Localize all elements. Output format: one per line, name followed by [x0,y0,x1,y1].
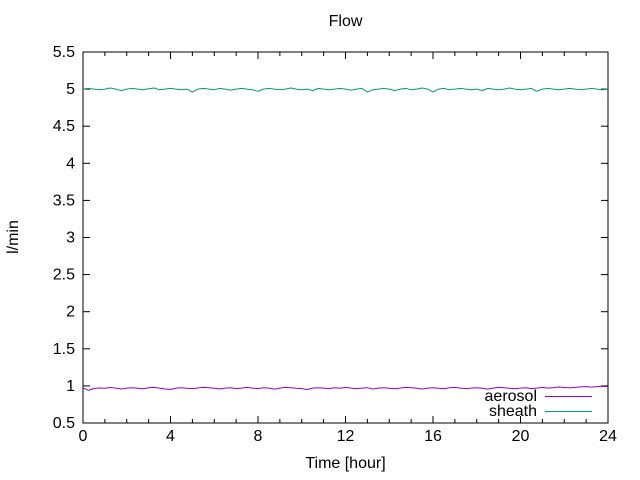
y-tick-label: 2 [66,304,75,321]
y-tick-label: 1.5 [53,341,75,358]
y-tick-label: 4 [66,155,75,172]
x-tick-label: 0 [79,428,88,445]
x-tick-label: 16 [424,428,442,445]
x-axis-label: Time [hour] [305,455,386,472]
legend-line-sample-sheath [545,411,592,412]
legend-line-sample-aerosol [545,396,592,397]
legend-item-aerosol: aerosol [380,388,592,405]
x-tick-label: 12 [337,428,355,445]
y-tick-label: 0.5 [53,415,75,432]
series-line-aerosol [82,385,609,391]
y-tick-label: 5 [66,81,75,98]
x-tick-label: 4 [166,428,175,445]
chart-title: Flow [328,13,363,30]
plot-border [82,51,609,424]
legend-item-sheath: sheath [380,403,592,420]
y-tick-label: 3.5 [53,192,75,209]
y-tick-label: 5.5 [53,44,75,61]
y-tick-label: 2.5 [53,267,75,284]
y-axis-label: l/min [5,220,22,254]
y-tick-label: 4.5 [53,118,75,135]
y-tick-label: 1 [66,378,75,395]
legend: aerosol sheath [380,388,592,420]
x-tick-label: 20 [512,428,530,445]
x-tick-label: 8 [254,428,263,445]
y-tick-label: 3 [66,230,75,247]
x-tick-label: 24 [599,428,617,445]
legend-label-aerosol: aerosol [484,388,537,405]
legend-label-sheath: sheath [488,403,537,420]
series-line-sheath [82,87,609,93]
